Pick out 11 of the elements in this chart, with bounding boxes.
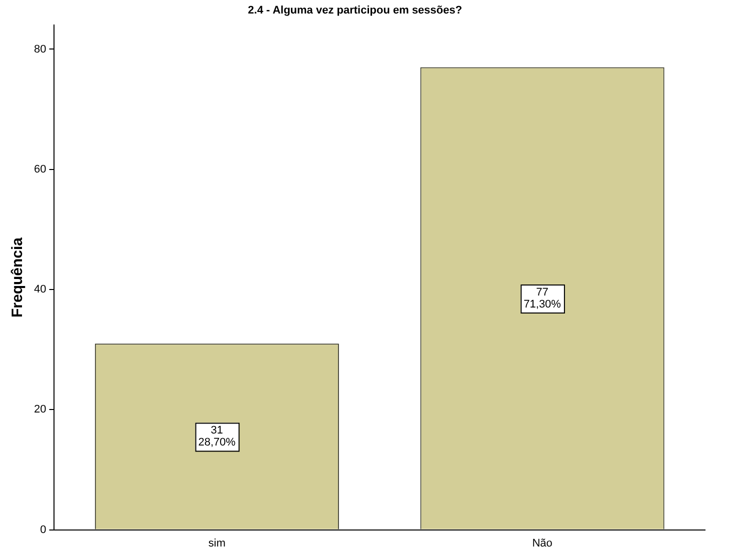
x-tick-label: Não <box>532 537 552 550</box>
x-tick-label: sim <box>208 537 226 550</box>
y-tick-label: 20 <box>34 404 46 416</box>
data-label: 31 28,70% <box>198 424 236 449</box>
chart-title: 2.4 - Alguma vez participou em sessões? <box>248 4 462 17</box>
y-tick-label: 40 <box>34 284 46 296</box>
y-tick-label: 80 <box>34 43 46 56</box>
data-label: 77 71,30% <box>524 286 562 311</box>
y-axis-title: Frequência <box>9 236 26 318</box>
y-tick-label: 60 <box>34 163 46 176</box>
y-tick-label: 0 <box>40 524 46 536</box>
